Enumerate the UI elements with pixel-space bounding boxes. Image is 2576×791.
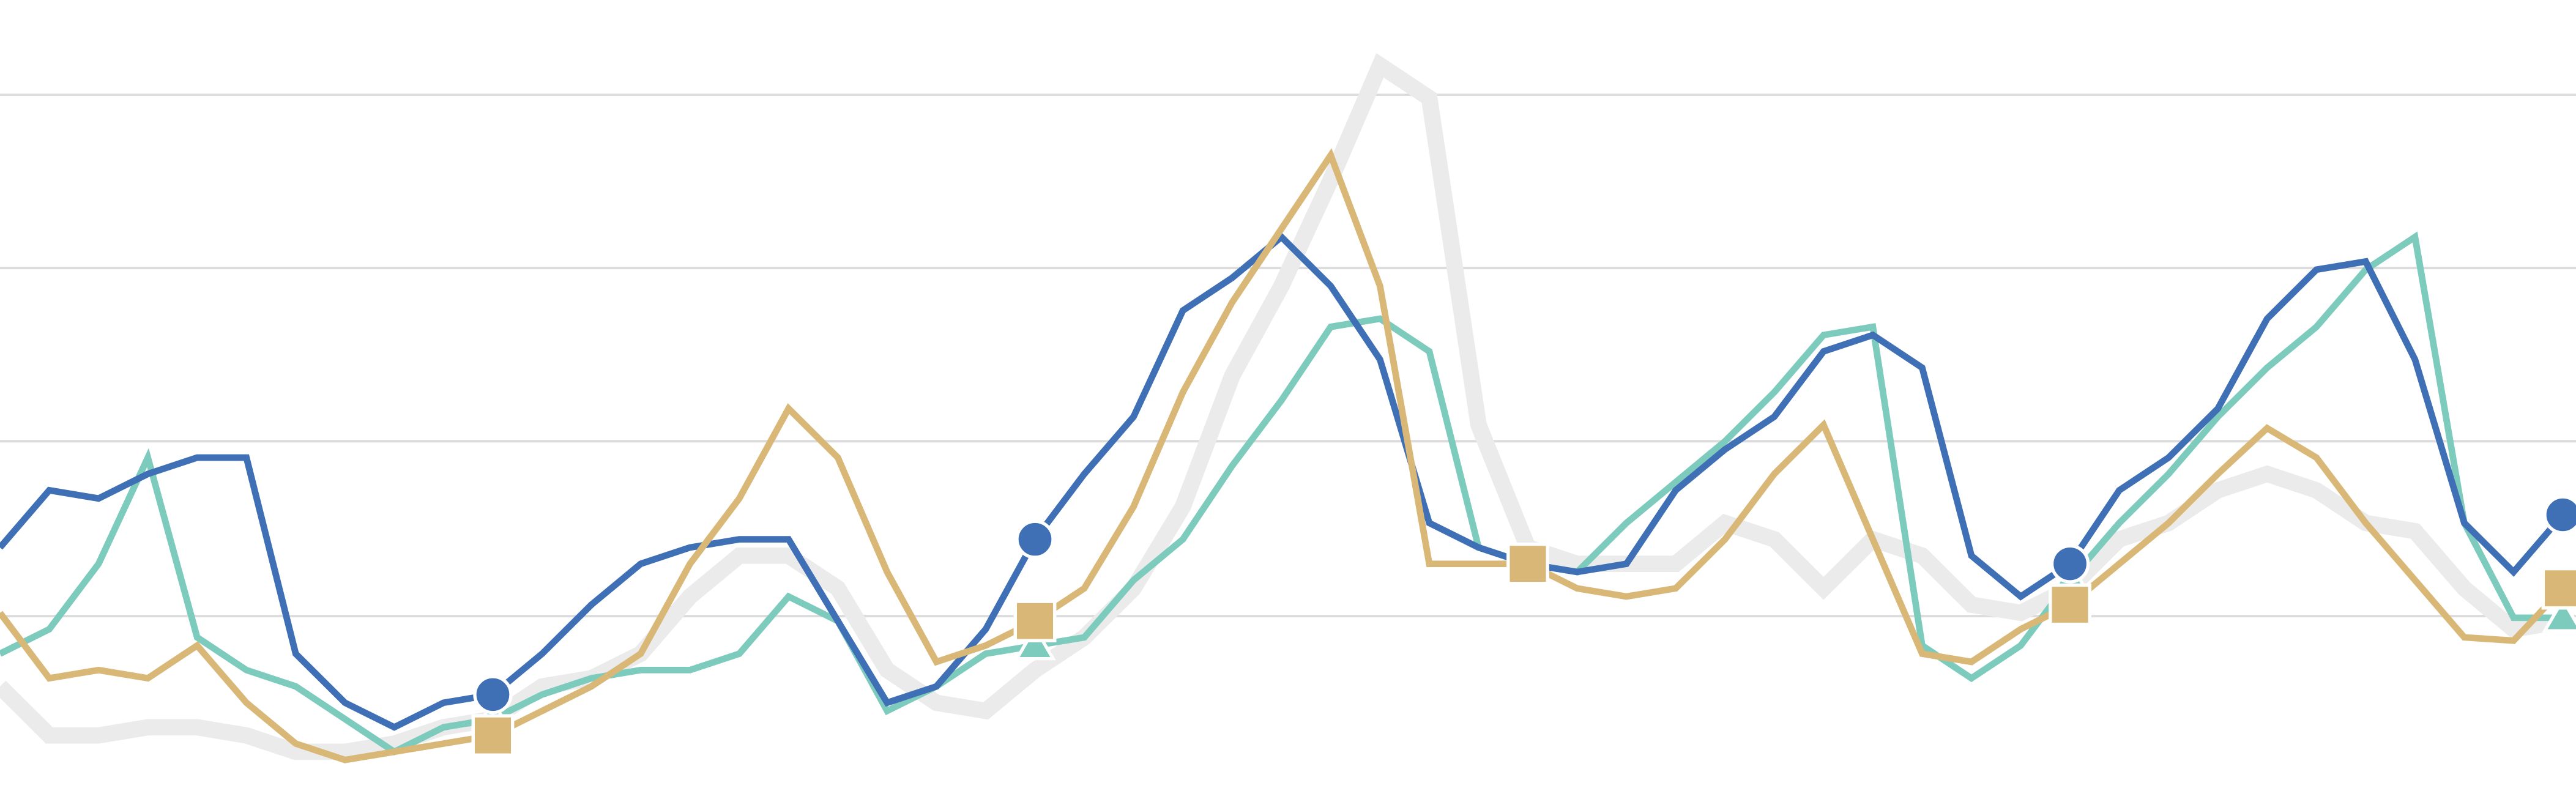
marker — [1014, 624, 1056, 661]
line — [0, 231, 2563, 756]
marker — [473, 675, 513, 715]
marker — [2542, 596, 2576, 633]
marker — [1015, 519, 1055, 559]
line — [0, 53, 2564, 760]
line — [0, 232, 2566, 731]
marker — [2541, 567, 2576, 610]
marker — [1506, 542, 1549, 585]
marker — [471, 714, 515, 757]
line — [0, 148, 2566, 763]
marker — [1013, 600, 1057, 642]
marker — [2543, 495, 2576, 535]
marker — [2049, 583, 2091, 626]
marker — [2050, 544, 2090, 584]
